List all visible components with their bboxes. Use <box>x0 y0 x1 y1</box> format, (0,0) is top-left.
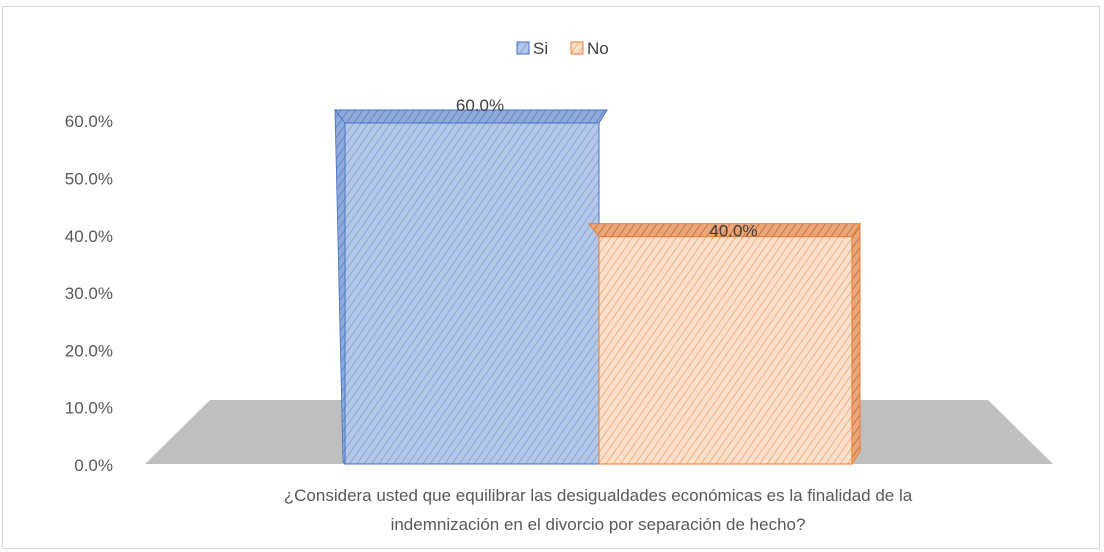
y-tick-label: 10.0% <box>65 399 113 418</box>
bar-front-face <box>598 236 853 465</box>
legend-swatch-no <box>570 41 584 55</box>
y-tick-label: 60.0% <box>65 112 113 131</box>
legend: Si No <box>516 39 609 58</box>
bar-left-edge <box>334 108 346 465</box>
data-label-si: 60.0% <box>456 96 504 115</box>
y-tick-label: 0.0% <box>74 456 113 475</box>
bars-group <box>333 108 861 466</box>
bar-no <box>587 221 861 466</box>
data-label-no: 40.0% <box>709 222 757 241</box>
bar-side-face <box>851 221 861 466</box>
legend-label-no: No <box>587 39 609 58</box>
bar-front-face <box>344 122 600 465</box>
data-labels: 60.0% 40.0% <box>456 96 758 241</box>
y-tick-label: 40.0% <box>65 227 113 246</box>
y-tick-label: 30.0% <box>65 284 113 303</box>
y-axis: 0.0% 10.0% 20.0% 30.0% 40.0% 50.0% 60.0% <box>65 112 113 475</box>
category-label-line-1: ¿Considera usted que equilibrar las desi… <box>284 486 913 505</box>
legend-label-si: Si <box>533 39 548 58</box>
bar-si <box>333 108 608 465</box>
category-label-line-2: indemnización en el divorcio por separac… <box>391 515 806 534</box>
y-tick-label: 20.0% <box>65 341 113 360</box>
y-tick-label: 50.0% <box>65 170 113 189</box>
legend-swatch-si <box>516 41 530 55</box>
